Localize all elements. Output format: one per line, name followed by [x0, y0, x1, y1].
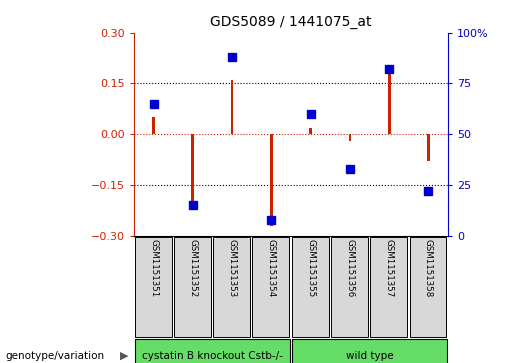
Text: GSM1151352: GSM1151352: [188, 239, 197, 297]
Bar: [309, 127, 312, 134]
Bar: [388, 73, 390, 134]
Text: GSM1151358: GSM1151358: [424, 239, 433, 297]
FancyBboxPatch shape: [174, 237, 211, 337]
FancyBboxPatch shape: [292, 237, 329, 337]
Bar: [349, 134, 351, 141]
Bar: [270, 134, 273, 226]
Text: GSM1151357: GSM1151357: [385, 239, 393, 297]
Text: ▶: ▶: [120, 351, 129, 361]
Bar: [192, 134, 194, 202]
Text: GSM1151354: GSM1151354: [267, 239, 276, 297]
FancyBboxPatch shape: [292, 339, 447, 363]
Bar: [427, 134, 430, 162]
FancyBboxPatch shape: [331, 237, 368, 337]
Text: GSM1151351: GSM1151351: [149, 239, 158, 297]
Text: GSM1151353: GSM1151353: [228, 239, 236, 297]
FancyBboxPatch shape: [370, 237, 407, 337]
FancyBboxPatch shape: [409, 237, 447, 337]
FancyBboxPatch shape: [135, 237, 171, 337]
Bar: [231, 80, 233, 134]
FancyBboxPatch shape: [213, 237, 250, 337]
FancyBboxPatch shape: [135, 339, 290, 363]
Text: cystatin B knockout Cstb-/-: cystatin B knockout Cstb-/-: [142, 351, 283, 361]
Text: wild type: wild type: [346, 351, 393, 361]
Text: genotype/variation: genotype/variation: [5, 351, 104, 361]
FancyBboxPatch shape: [252, 237, 289, 337]
Text: GSM1151356: GSM1151356: [346, 239, 354, 297]
Title: GDS5089 / 1441075_at: GDS5089 / 1441075_at: [210, 15, 372, 29]
Bar: [152, 117, 155, 134]
Text: GSM1151355: GSM1151355: [306, 239, 315, 297]
